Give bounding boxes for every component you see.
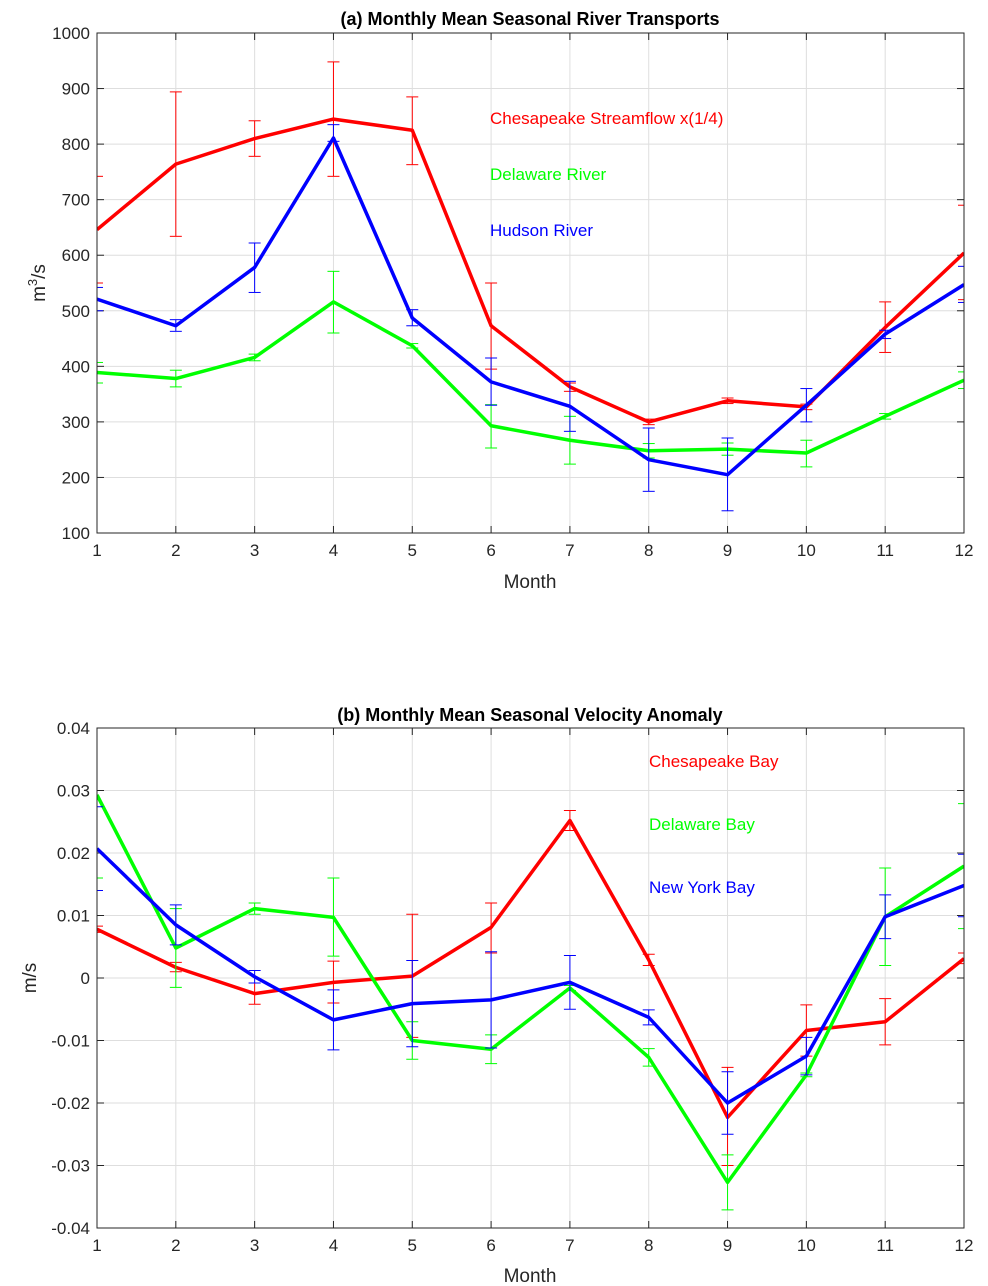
chart-panel-a: (a) Monthly Mean Seasonal River Transpor… <box>25 9 973 593</box>
y-axis-label: m3/s <box>25 264 50 302</box>
series-line <box>97 300 964 455</box>
y-tick-label: 300 <box>62 413 90 432</box>
x-tick-label: 2 <box>171 1236 180 1255</box>
plot-area <box>97 728 964 1211</box>
legend: Chesapeake Bay Delaware Bay New York Bay <box>649 752 779 897</box>
grid <box>96 32 965 534</box>
y-tick-label: 400 <box>62 357 90 376</box>
x-tick-label: 11 <box>876 541 894 560</box>
series-hudson-river <box>97 124 964 512</box>
axis-ticks: 1 2 3 4 5 6 7 8 9 10 11 12-0.04-0.03-0.02-0.0100.01… <box>51 719 973 1255</box>
series-delaware-bay <box>97 728 964 1211</box>
y-tick-label: -0.01 <box>51 1032 90 1051</box>
series-line <box>97 818 964 1120</box>
series-line <box>97 136 964 477</box>
legend: Chesapeake Streamflow x(1/4) Delaware Riv… <box>490 109 723 240</box>
y-tick-label: 900 <box>62 80 90 99</box>
x-tick-label: 9 <box>723 1236 732 1255</box>
y-tick-label: 0 <box>81 969 90 988</box>
x-tick-label: 3 <box>250 1236 259 1255</box>
axes-box <box>96 727 965 1229</box>
series-line <box>97 847 964 1105</box>
y-tick-label: -0.02 <box>51 1094 90 1113</box>
chart-title: (a) Monthly Mean Seasonal River Transpor… <box>340 9 719 29</box>
y-tick-label: 0.01 <box>57 907 90 926</box>
x-axis-label: Month <box>504 1266 557 1286</box>
legend-entry: New York Bay <box>649 878 755 897</box>
x-tick-label: 7 <box>565 541 574 560</box>
axis-ticks: 1 2 3 4 5 6 7 8 9 10 11 121002003004005006007008009… <box>52 24 973 560</box>
y-tick-label: 800 <box>62 135 90 154</box>
y-tick-label: -0.03 <box>51 1157 90 1176</box>
y-tick-label: 0.03 <box>57 782 90 801</box>
x-tick-label: 12 <box>955 541 974 560</box>
x-tick-label: 1 <box>92 1236 101 1255</box>
x-tick-label: 1 <box>92 541 101 560</box>
x-axis-label: Month <box>504 572 557 593</box>
x-tick-label: 7 <box>565 1236 574 1255</box>
x-tick-label: 4 <box>329 541 338 560</box>
series-chesapeake-bay <box>97 810 964 1166</box>
y-tick-label: 100 <box>62 524 90 543</box>
x-tick-label: 6 <box>486 1236 495 1255</box>
y-tick-label: 1000 <box>52 24 90 43</box>
x-tick-label: 6 <box>486 541 495 560</box>
y-tick-label: 0.02 <box>57 844 90 863</box>
y-tick-label: 200 <box>62 468 90 487</box>
series-new-york-bay <box>97 806 964 1135</box>
chart-panel-b: (b) Monthly Mean Seasonal Velocity Anoma… <box>20 705 973 1286</box>
plot-area <box>97 61 964 512</box>
legend-entry: Chesapeake Bay <box>649 752 779 771</box>
x-tick-label: 10 <box>797 1236 816 1255</box>
chart-title: (b) Monthly Mean Seasonal Velocity Anoma… <box>337 705 722 725</box>
x-tick-label: 9 <box>723 541 732 560</box>
x-tick-label: 11 <box>876 1236 894 1255</box>
x-tick-label: 8 <box>644 1236 653 1255</box>
x-tick-label: 5 <box>408 541 417 560</box>
y-tick-label: 700 <box>62 191 90 210</box>
x-tick-label: 4 <box>329 1236 338 1255</box>
y-tick-label: 500 <box>62 302 90 321</box>
series-line <box>97 794 964 1185</box>
legend-entry: Chesapeake Streamflow x(1/4) <box>490 109 723 128</box>
x-tick-label: 5 <box>408 1236 417 1255</box>
legend-entry: Delaware Bay <box>649 815 755 834</box>
series-delaware-river <box>97 270 964 468</box>
x-tick-label: 2 <box>171 541 180 560</box>
axes-box <box>96 32 965 534</box>
legend-entry: Hudson River <box>490 221 593 240</box>
y-axis-label: m/s <box>20 963 41 994</box>
x-tick-label: 10 <box>797 541 816 560</box>
x-tick-label: 3 <box>250 541 259 560</box>
y-tick-label: 600 <box>62 246 90 265</box>
x-tick-label: 12 <box>955 1236 974 1255</box>
y-tick-label: 0.04 <box>57 719 90 738</box>
x-tick-label: 8 <box>644 541 653 560</box>
legend-entry: Delaware River <box>490 165 607 184</box>
y-tick-label: -0.04 <box>51 1219 90 1238</box>
grid <box>96 727 965 1229</box>
